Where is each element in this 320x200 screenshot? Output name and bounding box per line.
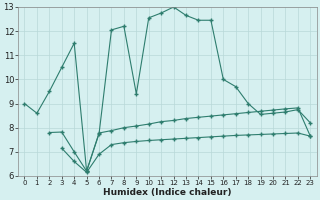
X-axis label: Humidex (Indice chaleur): Humidex (Indice chaleur) <box>103 188 232 197</box>
